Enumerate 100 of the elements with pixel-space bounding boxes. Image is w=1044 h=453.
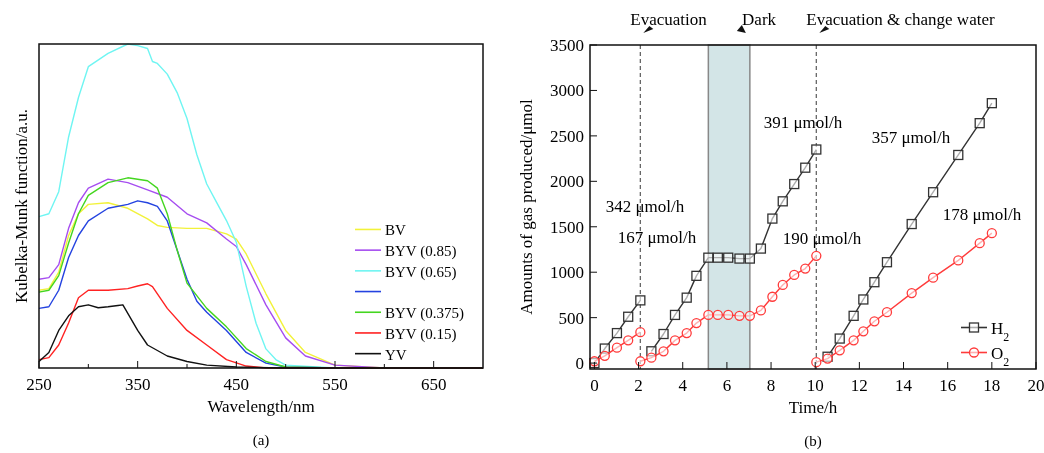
y-tick-label: 3000 xyxy=(550,81,584,101)
point xyxy=(927,272,939,283)
annotation: 357 μmol/h xyxy=(871,128,951,147)
legend-label: BYV (0.15) xyxy=(385,325,457,343)
point xyxy=(777,279,788,291)
point xyxy=(848,310,859,321)
point xyxy=(811,250,822,261)
point xyxy=(927,187,939,198)
band-label: Dark xyxy=(742,10,777,29)
point xyxy=(767,291,778,302)
point xyxy=(723,252,734,263)
annotation: 342 μmol/h xyxy=(605,197,685,216)
x-tick-label: 20 xyxy=(1027,376,1044,395)
point xyxy=(703,252,714,263)
point xyxy=(744,310,755,321)
point xyxy=(881,307,893,318)
point xyxy=(986,227,997,239)
point xyxy=(777,196,788,207)
point xyxy=(755,243,767,254)
point xyxy=(906,287,917,299)
point xyxy=(858,294,869,305)
point xyxy=(974,237,985,249)
point xyxy=(681,327,692,339)
point xyxy=(953,255,964,266)
point xyxy=(681,292,692,303)
point xyxy=(635,356,646,367)
point xyxy=(789,269,800,281)
x-tick-label: 16 xyxy=(939,376,957,395)
point xyxy=(723,309,734,321)
point xyxy=(658,328,669,340)
point xyxy=(953,149,964,161)
point xyxy=(712,309,723,321)
legend-label: BV xyxy=(385,222,406,239)
x-tick-label: 18 xyxy=(983,376,1001,395)
y-tick-label: 0 xyxy=(575,354,584,374)
point xyxy=(611,327,623,339)
point xyxy=(789,178,800,190)
legend-label: BYV (0.65) xyxy=(385,263,457,281)
point xyxy=(703,309,714,321)
point xyxy=(611,342,623,353)
point xyxy=(691,317,702,329)
point xyxy=(691,270,702,281)
point xyxy=(848,335,859,346)
point xyxy=(744,253,755,264)
point xyxy=(635,295,646,306)
point xyxy=(658,346,669,357)
point xyxy=(734,310,745,321)
y-tick-label: 500 xyxy=(558,308,584,328)
point xyxy=(974,118,985,129)
point xyxy=(869,277,880,288)
y-tick-label: 1500 xyxy=(550,217,584,237)
legend-label: O$_{2}$ xyxy=(991,343,1010,369)
x-tick-label: 0 xyxy=(590,376,599,395)
x-tick-label: 8 xyxy=(766,376,776,395)
text: (a) xyxy=(252,432,270,449)
point xyxy=(712,252,723,263)
x-tick-label: 10 xyxy=(806,376,824,395)
point xyxy=(834,333,845,344)
y-tick-label: 2500 xyxy=(550,126,584,146)
point xyxy=(858,326,869,337)
x-tick-label: 250 xyxy=(26,375,52,394)
text: (b) xyxy=(804,433,822,450)
ref-line-label: Evacuation & change water xyxy=(806,10,995,29)
annotation: 178 μmol/h xyxy=(942,205,1022,224)
x-tick-label: 12 xyxy=(850,376,868,395)
point xyxy=(800,263,811,274)
point xyxy=(635,327,646,338)
point xyxy=(800,162,811,173)
legend-label: BYV (0.375) xyxy=(385,305,464,323)
point xyxy=(646,352,657,363)
point xyxy=(811,357,822,368)
point xyxy=(734,253,745,264)
legend-label: YV xyxy=(385,346,407,363)
point xyxy=(869,316,880,327)
x-tick-label: 14 xyxy=(895,376,913,395)
point xyxy=(755,305,767,316)
x-tick-label: 650 xyxy=(420,375,447,394)
x-tick-label: 550 xyxy=(322,375,348,394)
y-axis-title: Amounts of gas produced/μmol xyxy=(517,99,536,315)
point xyxy=(623,335,634,346)
x-tick-label: 2 xyxy=(634,376,643,395)
legend-label: BYV (0.85) xyxy=(385,243,457,261)
point xyxy=(906,218,917,230)
x-tick-label: 4 xyxy=(678,376,688,395)
y-axis-title: Kubelka-Munk function/a.u. xyxy=(12,108,31,304)
x-axis-title: Wavelength/nm xyxy=(207,397,315,416)
x-tick-label: 6 xyxy=(722,376,732,395)
point xyxy=(767,213,778,224)
point xyxy=(881,257,893,268)
point xyxy=(986,98,997,109)
y-tick-label: 1000 xyxy=(550,263,584,283)
point xyxy=(623,311,634,322)
annotation: 190 μmol/h xyxy=(782,229,862,248)
x-axis-title: Time/h xyxy=(788,398,838,417)
x-tick-label: 450 xyxy=(223,375,250,394)
legend-label: H$_{2}$ xyxy=(991,318,1010,344)
point xyxy=(811,144,822,155)
y-tick-label: 3500 xyxy=(550,36,584,55)
annotation: 391 μmol/h xyxy=(763,113,843,132)
point xyxy=(834,345,845,356)
